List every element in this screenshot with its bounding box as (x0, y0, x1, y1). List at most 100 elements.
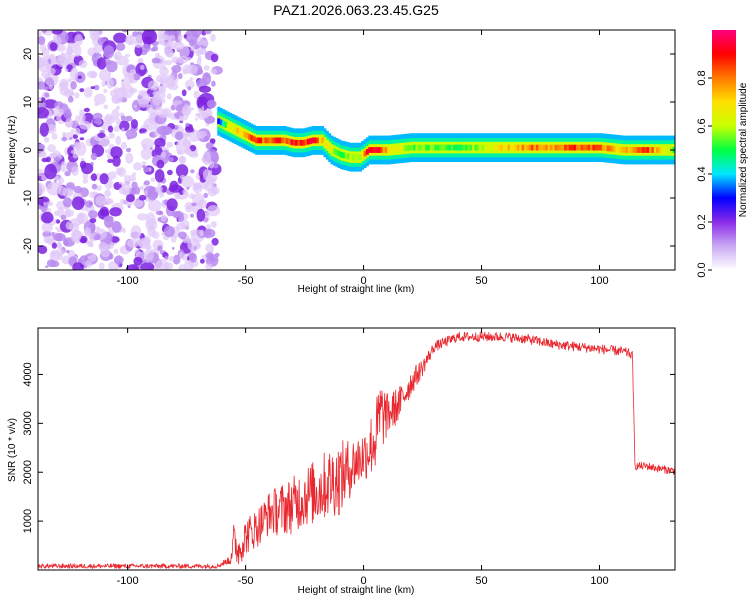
ridge-cell (493, 144, 497, 151)
noise-speck (70, 129, 75, 133)
noise-speck (174, 131, 184, 141)
noise-speck (99, 206, 109, 217)
noise-speck (141, 43, 151, 53)
ridge-cell (545, 144, 549, 151)
noise-speck (158, 191, 165, 198)
ridge-cell (222, 120, 225, 127)
noise-speck (172, 254, 181, 265)
ridge-cell (467, 144, 471, 151)
noise-speck (196, 208, 206, 222)
ridge-cell (344, 153, 348, 159)
noise-speck (150, 177, 155, 182)
noise-speck (143, 166, 150, 173)
ridge-cell (424, 144, 428, 151)
ridge-cell (401, 145, 405, 152)
noise-speck (171, 56, 179, 64)
noise-speck (150, 47, 156, 52)
noise-speck (62, 197, 73, 208)
noise-speck (179, 155, 187, 165)
noise-speck (131, 181, 138, 189)
ridge-cell (533, 144, 537, 151)
noise-speck (190, 245, 197, 253)
spectrogram-noise-layer (38, 30, 223, 270)
noise-speck (161, 99, 166, 104)
ridge-cell (642, 147, 645, 153)
ridge-cell (542, 144, 546, 151)
ridge-cell (495, 144, 499, 151)
noise-speck (115, 167, 123, 176)
noise-speck (204, 30, 212, 35)
noise-speck (124, 53, 131, 58)
noise-speck (198, 199, 208, 209)
ridge-cell (500, 144, 504, 151)
noise-speck (113, 125, 121, 133)
ridge-cell (573, 144, 577, 151)
chart-title: PAZ1.2026.063.23.45.G25 (273, 2, 439, 18)
ridge-cell (297, 139, 301, 146)
noise-speck (106, 78, 114, 89)
ridge-cell (488, 144, 492, 151)
noise-speck (41, 97, 46, 102)
ridge-cell (474, 144, 478, 151)
noise-speck (177, 215, 185, 222)
ridge-cell (656, 147, 660, 153)
spectrogram-x-tick-label: 0 (361, 275, 367, 287)
ridge-cell (660, 147, 664, 153)
noise-speck (70, 149, 77, 155)
snr-x-tick-label: 50 (475, 575, 487, 587)
noise-speck (70, 80, 77, 90)
colorbar-label: Normalized spectral amplitude (738, 82, 749, 217)
spectrogram-y-axis-label: Frequency (Hz) (7, 116, 18, 185)
ridge-cell (646, 147, 650, 153)
noise-speck (206, 205, 221, 217)
ridge-cell (259, 137, 263, 144)
noise-speck (191, 202, 197, 207)
ridge-cell (365, 148, 369, 155)
noise-speck (38, 245, 48, 254)
noise-speck (178, 264, 186, 270)
noise-speck (79, 137, 85, 141)
ridge-cell (342, 152, 346, 159)
noise-speck (42, 30, 47, 33)
ridge-cell (625, 147, 629, 153)
noise-speck (89, 217, 97, 224)
noise-speck (187, 64, 198, 75)
noise-speck (196, 36, 204, 46)
ridge-cell (620, 146, 624, 153)
ridge-cell (410, 144, 414, 151)
noise-speck (202, 151, 212, 166)
noise-speck (51, 133, 58, 140)
noise-speck (71, 92, 75, 96)
ridge-cell (512, 144, 516, 151)
ridge-cell (252, 136, 256, 143)
ridge-cell (465, 144, 468, 151)
noise-speck (179, 115, 184, 120)
noise-speck (196, 96, 204, 109)
ridge-cell (318, 137, 322, 144)
ridge-cell (302, 139, 306, 146)
noise-speck (44, 72, 59, 87)
noise-speck (99, 68, 112, 82)
noise-speck (190, 169, 195, 174)
ridge-cell (314, 137, 317, 144)
noise-speck (159, 67, 170, 76)
ridge-cell (486, 144, 490, 151)
noise-speck (188, 129, 202, 142)
ridge-cell (309, 138, 313, 144)
ridge-cell (226, 123, 230, 129)
ridge-cell (408, 145, 412, 151)
snr-panel: -100 -50 0 50 100 1000 2000 3000 4000 Height of … (7, 327, 676, 596)
noise-speck (125, 264, 140, 270)
noise-speck (210, 33, 216, 42)
noise-speck (69, 137, 73, 140)
ridge-cell (288, 138, 292, 145)
noise-speck (110, 146, 123, 159)
noise-speck (205, 263, 213, 270)
ridge-cell (380, 147, 384, 153)
ridge-cell (311, 137, 315, 144)
ridge-cell (472, 144, 476, 151)
ridge-cell (391, 146, 395, 153)
noise-speck (196, 58, 202, 65)
noise-speck (61, 136, 67, 142)
